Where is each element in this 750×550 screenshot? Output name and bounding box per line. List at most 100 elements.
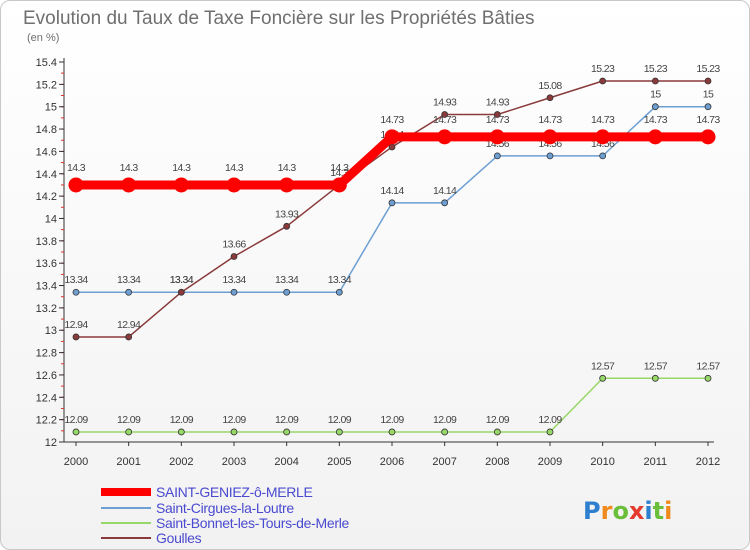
data-point xyxy=(542,129,558,145)
data-point xyxy=(546,94,554,102)
data-point xyxy=(651,77,659,85)
data-label: 15.23 xyxy=(591,63,615,75)
proxiti-logo: Proxiti xyxy=(583,497,672,525)
chart-subtitle: (en %) xyxy=(27,32,59,44)
data-point xyxy=(437,129,453,145)
logo-letter: x xyxy=(629,497,645,525)
data-point xyxy=(177,428,185,436)
data-point xyxy=(493,152,501,160)
data-point xyxy=(230,253,238,260)
data-label: 13.66 xyxy=(222,238,246,250)
data-point xyxy=(700,129,716,145)
y-tick-label: 12.4 xyxy=(36,392,57,404)
data-label: 14.3 xyxy=(330,162,349,174)
data-label: 12.94 xyxy=(64,319,88,331)
data-label: 12.09 xyxy=(380,414,404,426)
data-label: 15 xyxy=(650,89,661,101)
data-label: 12.09 xyxy=(170,414,194,426)
logo-letter: i xyxy=(664,497,672,525)
data-label: 14.14 xyxy=(433,185,457,197)
data-point xyxy=(441,199,449,207)
data-point xyxy=(546,152,554,160)
data-label: 12.09 xyxy=(64,414,88,426)
data-point xyxy=(388,199,396,207)
data-point xyxy=(230,288,238,296)
y-tick-label: 15.2 xyxy=(36,79,57,91)
data-point xyxy=(704,374,712,382)
data-label: 12.09 xyxy=(433,414,457,426)
legend-label: Saint-Bonnet-les-Tours-de-Merle xyxy=(156,515,350,531)
y-tick-label: 13.6 xyxy=(36,258,57,270)
y-tick-label: 13.2 xyxy=(36,303,57,315)
data-label: 14.73 xyxy=(644,114,668,126)
data-point xyxy=(595,129,611,145)
data-label: 14.73 xyxy=(591,114,615,126)
data-label: 12.57 xyxy=(591,360,615,372)
legend: SAINT-GENIEZ-ô-MERLESaint-Cirgues-la-Lou… xyxy=(101,484,350,546)
x-tick-label: 2008 xyxy=(485,456,509,468)
legend-label: SAINT-GENIEZ-ô-MERLE xyxy=(156,484,313,500)
x-tick-label: 2005 xyxy=(327,456,351,468)
data-label: 14.3 xyxy=(120,162,139,174)
logo-letter: o xyxy=(612,497,629,525)
data-point xyxy=(335,288,343,296)
x-tick-label: 2010 xyxy=(590,456,614,468)
y-tick-label: 13.4 xyxy=(36,281,57,293)
x-tick-label: 2011 xyxy=(644,456,668,468)
data-label: 13.93 xyxy=(275,208,299,220)
data-label: 12.57 xyxy=(644,360,668,372)
x-tick-label: 2002 xyxy=(169,456,193,468)
data-point xyxy=(441,428,449,436)
data-label: 15.23 xyxy=(644,63,668,75)
data-label: 15.08 xyxy=(538,80,562,92)
data-label: 12.09 xyxy=(328,414,352,426)
data-point xyxy=(226,177,242,193)
data-point xyxy=(335,428,343,436)
legend-swatch xyxy=(101,488,151,496)
logo-letter: P xyxy=(583,497,601,525)
data-label: 12.94 xyxy=(117,319,141,331)
data-label: 12.57 xyxy=(696,360,720,372)
data-label: 14.3 xyxy=(67,162,86,174)
data-point xyxy=(599,152,607,160)
x-tick-label: 2007 xyxy=(432,456,456,468)
data-label: 12.09 xyxy=(486,414,510,426)
data-point xyxy=(384,129,400,145)
series-0: 14.3 14.3 14.3 14.3 14.3 14.3 14.73 14.73 14.73 1… xyxy=(67,114,721,193)
data-label: 14.73 xyxy=(433,114,457,126)
data-label: 14.73 xyxy=(538,114,562,126)
y-tick-label: 12.6 xyxy=(36,370,57,382)
logo-letter: i xyxy=(644,497,652,525)
y-tick-label: 12.8 xyxy=(36,348,57,360)
data-point xyxy=(489,129,505,145)
y-tick-label: 14.8 xyxy=(36,124,57,136)
data-label: 13.34 xyxy=(170,274,194,286)
data-point xyxy=(125,333,133,341)
data-label: 13.34 xyxy=(328,274,352,286)
data-label: 14.14 xyxy=(380,185,404,197)
proxiti-logo-text: Proxiti xyxy=(583,497,672,525)
y-tick-label: 13.8 xyxy=(36,236,57,248)
logo-letter: r xyxy=(601,497,613,525)
x-tick-label: 2006 xyxy=(380,456,404,468)
data-point xyxy=(704,77,712,85)
legend-label: Saint-Cirgues-la-Loutre xyxy=(156,500,294,516)
x-tick-label: 2012 xyxy=(696,456,720,468)
data-label: 12.09 xyxy=(222,414,246,426)
data-label: 15 xyxy=(703,89,714,101)
data-label: 13.34 xyxy=(64,274,88,286)
data-point xyxy=(388,428,396,436)
x-tick-label: 2004 xyxy=(274,456,298,468)
data-label: 14.3 xyxy=(278,162,297,174)
data-point xyxy=(173,177,189,193)
y-tick-label: 14 xyxy=(45,213,57,225)
data-point xyxy=(441,111,449,118)
y-tick-label: 14.6 xyxy=(36,146,57,158)
data-point xyxy=(493,428,501,436)
data-label: 12.09 xyxy=(538,414,562,426)
axes: 12 12.2 12.4 12.6 12.8 13 13.2 13.4 13.6 13.8 14 14… xyxy=(36,57,721,468)
data-point xyxy=(283,428,291,436)
y-tick-label: 12.2 xyxy=(36,415,57,427)
